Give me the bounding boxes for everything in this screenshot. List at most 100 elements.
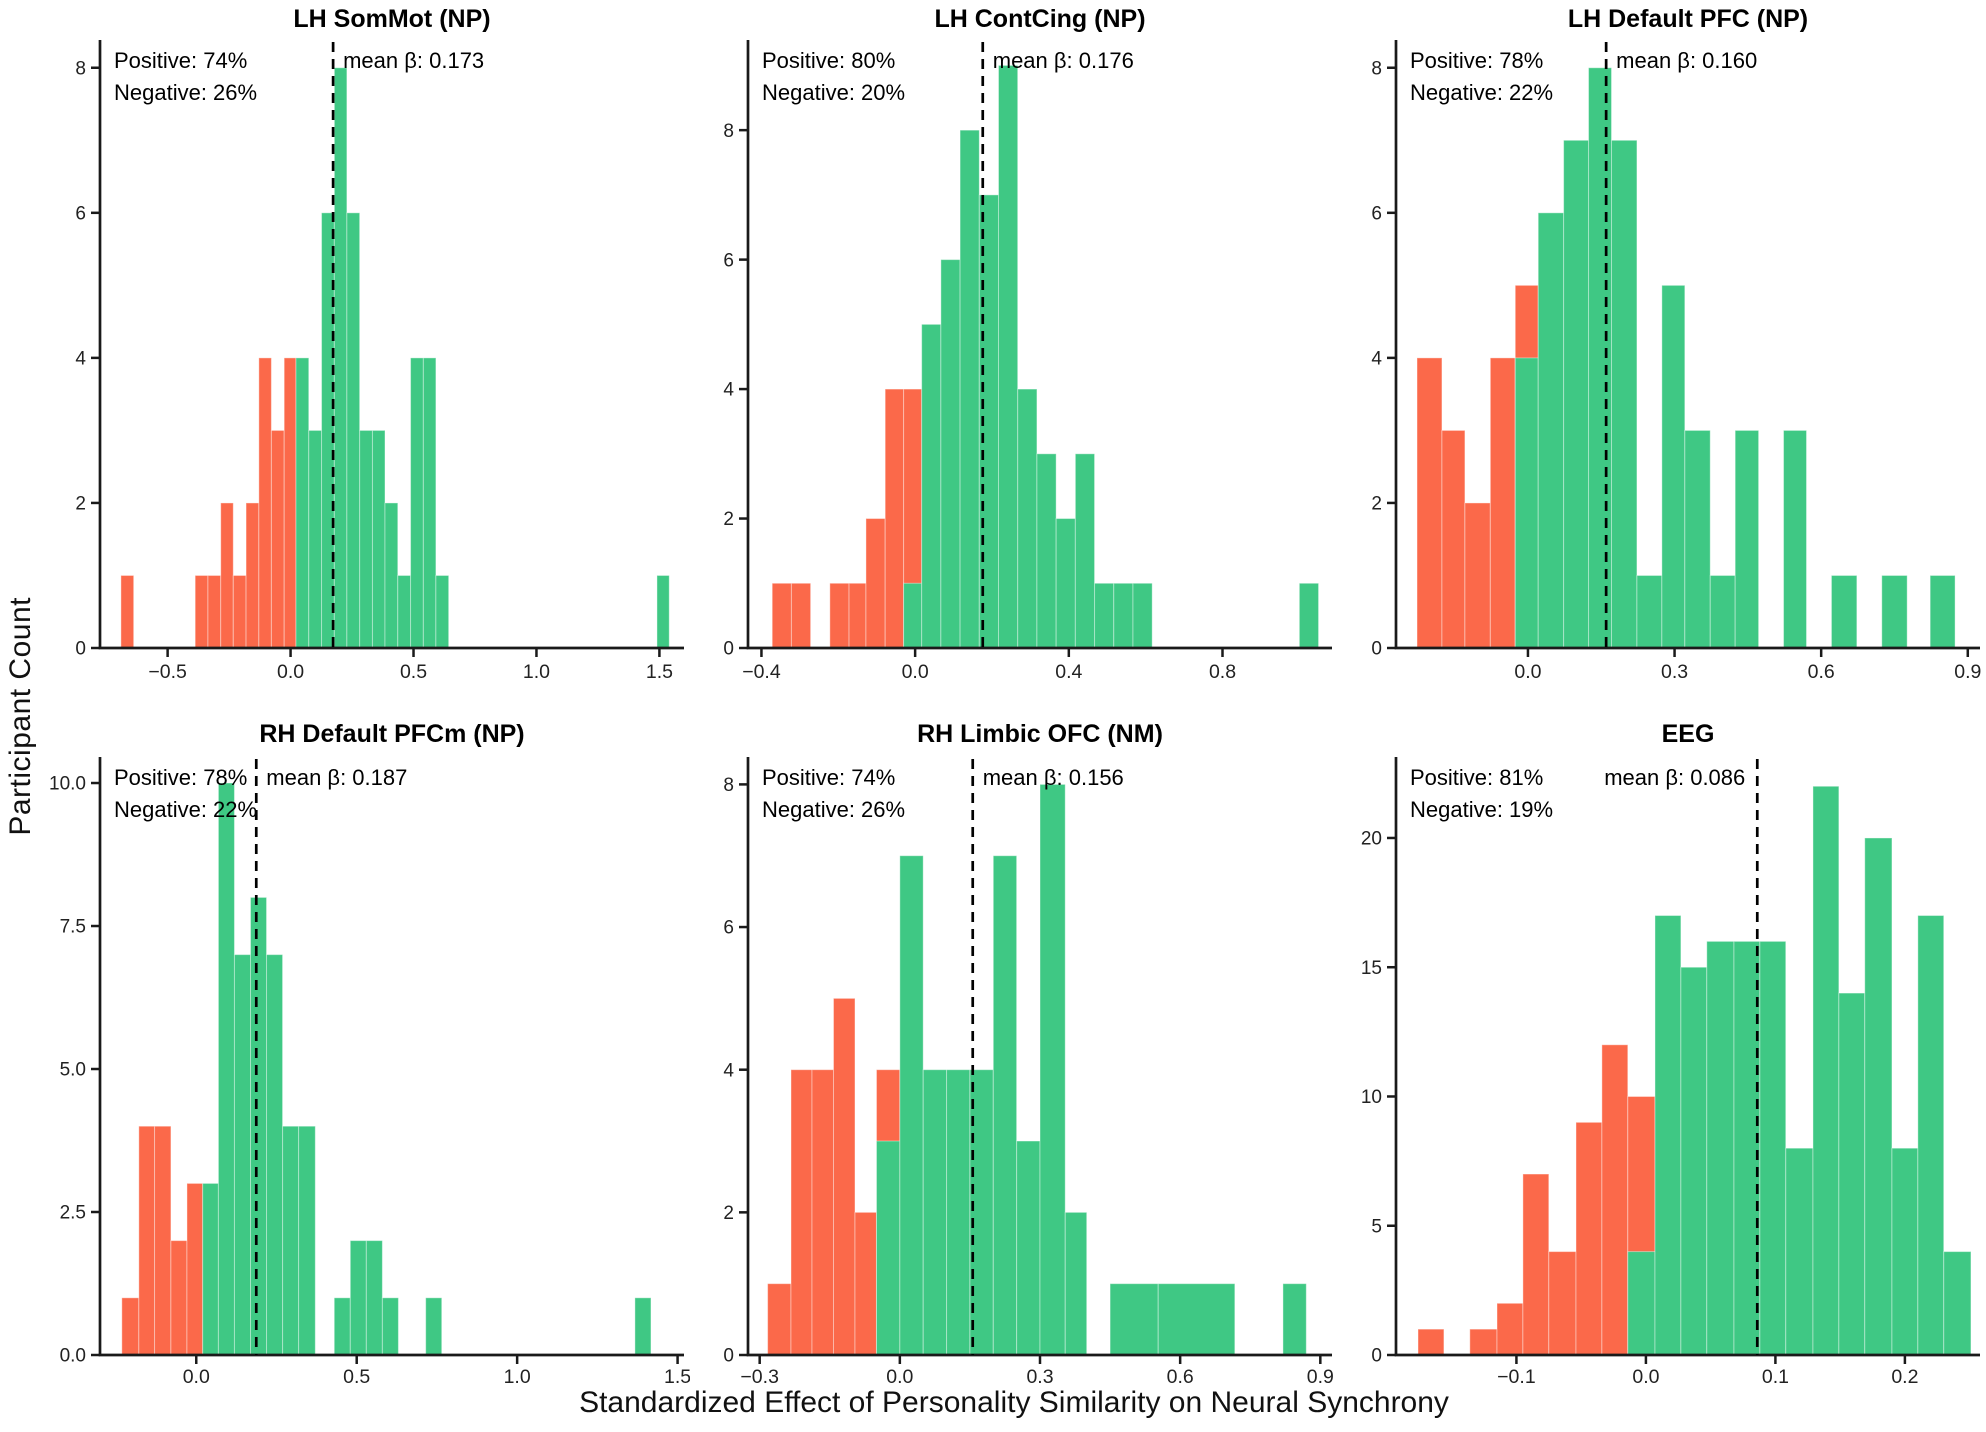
- y-tick-label: 8: [723, 775, 734, 796]
- panel-grid: 0 2 4 6 8 −0.5 0.0 0.5 1.0 1.5 LH SomMot (NP) Posit…: [42, 0, 1986, 1398]
- histogram-bar-positive: [333, 1297, 351, 1356]
- x-axis-label: Standardized Effect of Personality Simil…: [579, 1386, 1449, 1419]
- x-tick-label: 0.0: [1514, 661, 1541, 683]
- positive-percent-label: Positive: 74%: [762, 765, 895, 790]
- histogram-bar-negative: [848, 582, 867, 649]
- histogram-bar-negative: [1416, 357, 1443, 649]
- histogram-bar-positive: [1039, 783, 1066, 1356]
- x-tick-label: −0.3: [740, 1366, 779, 1388]
- negative-percent-label: Negative: 19%: [1410, 797, 1553, 822]
- negative-percent-label: Negative: 26%: [762, 797, 905, 822]
- histogram-bar-positive: [1680, 966, 1708, 1356]
- x-tick-label: 1.0: [504, 1366, 531, 1388]
- histogram-bar-positive: [1537, 212, 1565, 649]
- histogram-bar-positive: [1929, 574, 1956, 649]
- histogram-bar-negative: [1469, 1328, 1498, 1356]
- histogram-svg: 0 2 4 6 8 −0.3 0.0 0.3 0.6 0.9 RH Limbic OFC (NM) P…: [723, 720, 1334, 1388]
- histogram-bar-positive: [1282, 1283, 1307, 1356]
- panel-rh-default-pfcm: 0.0 2.5 5.0 7.5 10.0 0.0 0.5 1.0 1.5 RH Default P…: [42, 715, 691, 1398]
- x-tick-label: 0.6: [1808, 661, 1835, 683]
- positive-percent-label: Positive: 74%: [114, 48, 247, 73]
- histogram-bar-positive: [1627, 1251, 1656, 1356]
- histogram-bar-negative: [1496, 1302, 1524, 1356]
- histogram-bar-positive: [634, 1297, 652, 1356]
- histogram-bar-positive: [1812, 785, 1840, 1356]
- histogram-bar-negative: [170, 1240, 188, 1356]
- histogram-bar-negative: [790, 1069, 813, 1356]
- negative-percent-label: Negative: 20%: [762, 80, 905, 105]
- histogram-bar-positive: [1563, 139, 1590, 649]
- x-tick-label: 0.5: [343, 1366, 370, 1388]
- x-tick-label: 1.0: [523, 661, 550, 683]
- histogram-bar-negative: [194, 574, 209, 649]
- histogram-svg: 0.0 2.5 5.0 7.5 10.0 0.0 0.5 1.0 1.5 RH Default P…: [49, 720, 691, 1388]
- y-tick-label: 2.5: [60, 1203, 86, 1224]
- y-tick-label: 6: [1371, 203, 1382, 224]
- y-tick-label: 10: [1361, 1087, 1382, 1108]
- y-axis-label: Participant Count: [4, 596, 37, 836]
- histogram-bar-positive: [899, 855, 924, 1356]
- x-tick-label: 0.9: [1954, 661, 1981, 683]
- histogram-bar-negative: [1417, 1328, 1445, 1356]
- histogram-bar-positive: [282, 1125, 300, 1356]
- histogram-bar-positive: [903, 582, 923, 649]
- panel-lh-default-pfc: 0 2 4 6 8 0.0 0.3 0.6 0.9 LH Default PFC (NP) Posi…: [1338, 0, 1986, 715]
- mean-beta-label: mean β: 0.176: [993, 48, 1134, 73]
- y-tick-label: 5.0: [60, 1060, 86, 1081]
- histogram-bar-positive: [217, 782, 235, 1356]
- histogram-bar-positive: [1864, 837, 1893, 1356]
- y-tick-label: 8: [1371, 58, 1382, 79]
- x-tick-label: 0.0: [277, 661, 304, 683]
- histogram-bar-positive: [1588, 67, 1613, 649]
- histogram-bar-negative: [283, 357, 297, 649]
- x-tick-label: 0.9: [1307, 1366, 1334, 1388]
- y-tick-label: 8: [723, 121, 734, 142]
- histogram-bar-positive: [397, 574, 412, 649]
- mean-beta-label: mean β: 0.173: [343, 48, 484, 73]
- histogram-bar-positive: [1611, 139, 1638, 649]
- negative-percent-label: Negative: 22%: [1410, 80, 1553, 105]
- histogram-svg: 0 5 10 15 20 −0.1 0.0 0.1 0.2 EEG Positive: 81% Neg…: [1361, 720, 1980, 1388]
- histogram-bar-negative: [138, 1125, 156, 1356]
- histogram-bar-negative: [121, 1297, 140, 1356]
- histogram-bar-positive: [425, 1297, 443, 1356]
- histogram-bar-negative: [865, 518, 886, 649]
- y-tick-label: 0.0: [60, 1346, 86, 1367]
- histogram-bar-positive: [1074, 453, 1096, 649]
- histogram-svg: 0 2 4 6 8 −0.5 0.0 0.5 1.0 1.5 LH SomMot (NP) Posit…: [75, 5, 684, 683]
- histogram-bar-negative: [270, 429, 285, 649]
- panel-title: LH Default PFC (NP): [1568, 5, 1808, 33]
- histogram-bar-negative: [1489, 357, 1516, 649]
- histogram-bar-positive: [266, 954, 284, 1356]
- histogram-bar-positive: [921, 323, 942, 649]
- histogram-bar-positive: [1661, 284, 1686, 649]
- histogram-bar-negative: [245, 502, 260, 649]
- y-tick-label: 2: [723, 509, 734, 530]
- histogram-bar-positive: [321, 212, 335, 649]
- histogram-svg: 0 2 4 6 8 0.0 0.3 0.6 0.9 LH Default PFC (NP) Posi…: [1371, 5, 1981, 683]
- histogram-bar-positive: [410, 357, 424, 649]
- x-tick-label: 1.5: [646, 661, 673, 683]
- y-tick-label: 2: [1371, 494, 1382, 515]
- histogram-bar-negative: [1548, 1251, 1577, 1356]
- y-tick-label: 6: [723, 918, 734, 939]
- histogram-bar-negative: [1464, 502, 1491, 649]
- histogram-bar-positive: [1709, 574, 1736, 649]
- histogram-bar-negative: [258, 357, 272, 649]
- mean-beta-label: mean β: 0.187: [266, 765, 407, 790]
- histogram-bar-negative: [829, 582, 850, 649]
- histogram-bar-positive: [1881, 574, 1908, 649]
- panel-rh-limbic-ofc: 0 2 4 6 8 −0.3 0.0 0.3 0.6 0.9 RH Limbic OFC (NM) P…: [690, 715, 1338, 1398]
- histogram-bar-positive: [1094, 582, 1115, 649]
- histogram-bar-positive: [1891, 1147, 1919, 1356]
- histogram-bar-negative: [154, 1125, 172, 1356]
- histogram-bar-negative: [790, 582, 812, 649]
- x-tick-label: 0.6: [1167, 1366, 1194, 1388]
- histogram-bar-positive: [1298, 582, 1320, 649]
- y-tick-label: 10.0: [49, 774, 86, 795]
- histogram-bar-positive: [656, 574, 670, 649]
- panel-title: RH Limbic OFC (NM): [917, 720, 1163, 748]
- x-tick-label: 0.0: [902, 661, 929, 683]
- histogram-bar-positive: [1783, 429, 1808, 649]
- histogram-bar-positive: [1017, 388, 1038, 649]
